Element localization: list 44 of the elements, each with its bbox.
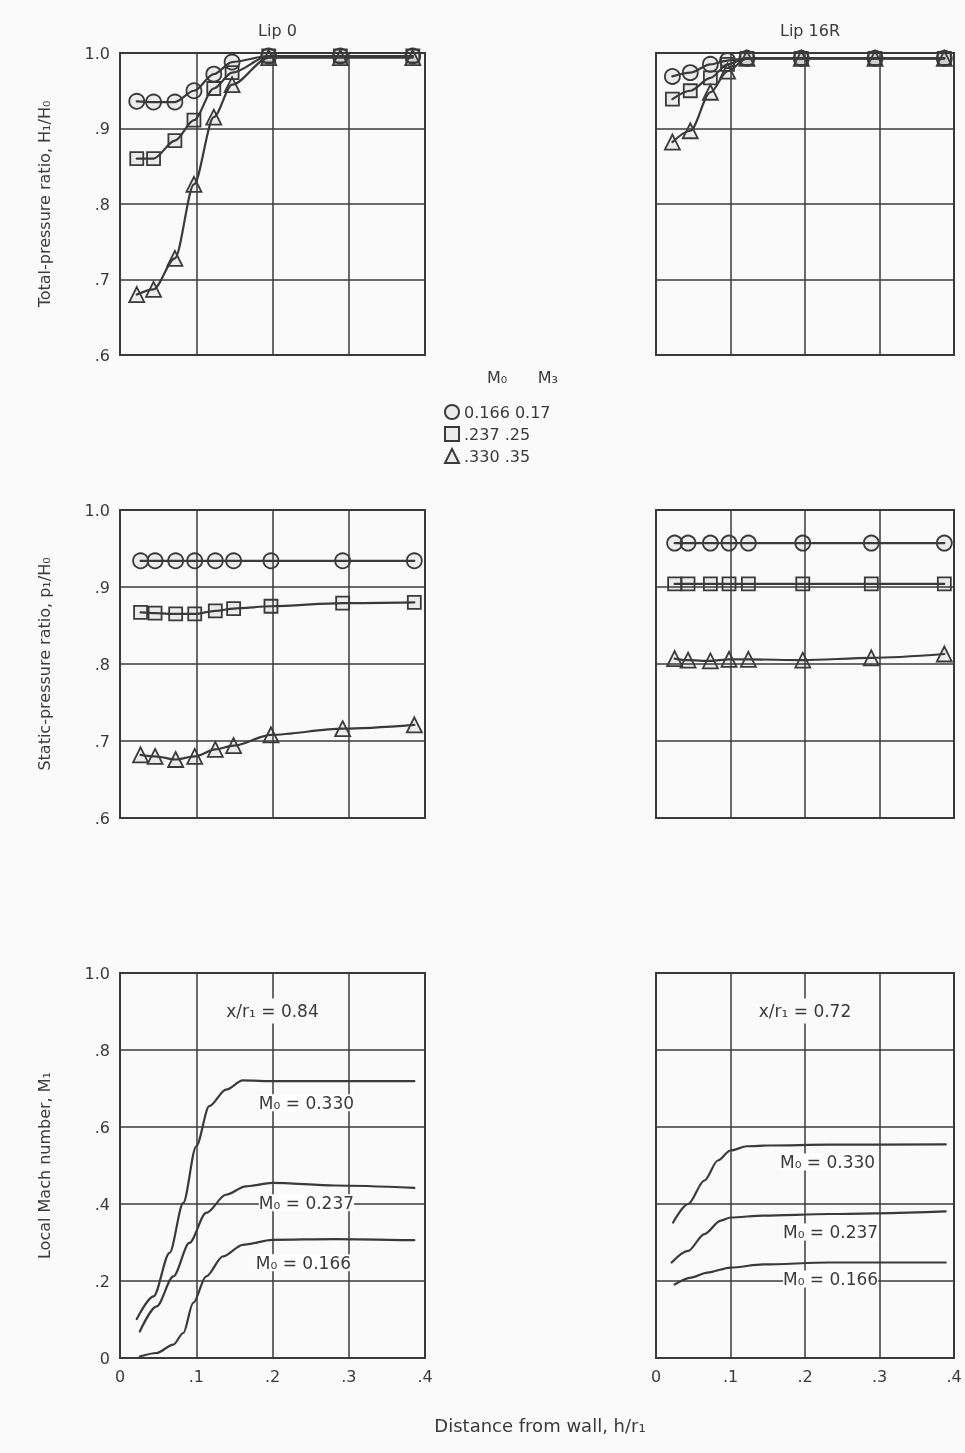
annotation: x/r₁ = 0.84 — [226, 1001, 319, 1021]
x-axis-title: Distance from wall, h/r₁ — [434, 1414, 646, 1436]
y-tick-label: .9 — [94, 119, 110, 138]
y-tick-label: .7 — [94, 731, 110, 751]
annotation: M₀ = 0.166 — [782, 1269, 879, 1290]
y-tick-label: .6 — [94, 345, 110, 365]
x-tick-label: 0 — [650, 1366, 662, 1386]
legend-title: M₀ M₃ — [487, 367, 558, 387]
annotation: M₀ = 0.237 — [782, 1222, 879, 1243]
y-axis-title: Static-pressure ratio, p₁/H₀ — [34, 557, 54, 771]
y-axis-title: Total-pressure ratio, H₁/H₀ — [34, 100, 54, 309]
annotation: x/r₁ = 0.72 — [758, 1001, 852, 1021]
x-tick-label: .4 — [946, 1366, 962, 1386]
chart-title: Lip 16R — [779, 20, 841, 40]
annotation: M₀ = 0.330 — [258, 1092, 355, 1113]
x-tick-label: .1 — [188, 1366, 204, 1386]
y-tick-label: .8 — [94, 1040, 110, 1060]
x-tick-label: .4 — [417, 1366, 433, 1386]
x-tick-label: .1 — [722, 1366, 739, 1386]
legend-label: .237 .25 — [464, 424, 531, 444]
y-axis-title: Local Mach number, M₁ — [34, 1071, 54, 1260]
y-tick-label: .9 — [94, 577, 110, 597]
y-tick-label: .4 — [94, 1194, 110, 1214]
annotation: M₀ = 0.330 — [779, 1151, 876, 1172]
y-tick-label: 1.0 — [84, 963, 110, 983]
annotation: M₀ = 0.166 — [255, 1252, 352, 1273]
y-tick-label: .8 — [94, 194, 110, 214]
x-tick-label: .2 — [264, 1366, 281, 1386]
x-tick-label: .3 — [341, 1366, 357, 1386]
y-tick-label: .6 — [94, 1117, 110, 1137]
annotation: M₀ = 0.237 — [258, 1192, 355, 1213]
x-tick-label: .3 — [871, 1366, 888, 1386]
legend-label: 0.166 0.17 — [464, 402, 551, 422]
chart-title: Lip 0 — [258, 20, 297, 40]
y-tick-label: .2 — [94, 1271, 110, 1291]
legend-label: .330 .35 — [464, 446, 531, 466]
y-tick-label: .7 — [94, 270, 110, 289]
x-tick-label: .2 — [797, 1366, 813, 1386]
y-tick-label: .6 — [94, 808, 110, 828]
y-tick-label: 0 — [99, 1348, 110, 1368]
y-tick-label: .8 — [94, 654, 110, 674]
x-tick-label: 0 — [114, 1366, 126, 1386]
y-tick-label: 1.0 — [84, 43, 110, 63]
y-tick-label: 1.0 — [84, 500, 110, 520]
